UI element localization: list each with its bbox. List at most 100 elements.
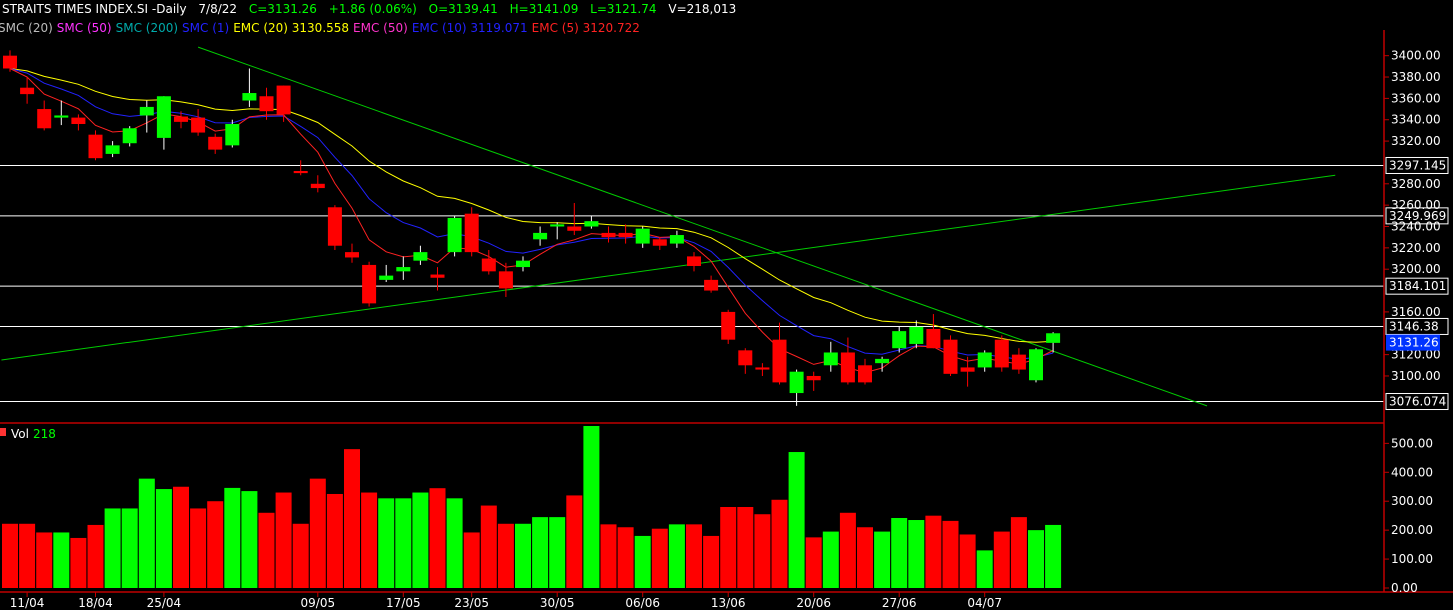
candle-down[interactable] [498,271,513,289]
candle-down[interactable] [481,258,496,272]
volume-bar[interactable] [19,523,36,588]
candle-down[interactable] [755,367,770,370]
candle-down[interactable] [345,252,359,258]
volume-bar[interactable] [2,523,18,588]
candle-down[interactable] [994,339,1009,368]
volume-bar[interactable] [224,487,241,588]
candle-down[interactable] [20,87,35,95]
volume-bar[interactable] [173,486,189,588]
candle-up[interactable] [105,145,120,154]
candle-up[interactable] [379,275,394,280]
volume-bar[interactable] [771,499,788,588]
volume-bar[interactable] [737,507,754,588]
volume-bar[interactable] [309,478,326,588]
volume-bar[interactable] [515,523,531,588]
candle-down[interactable] [772,339,787,383]
candle-up[interactable] [139,106,154,116]
candle-up[interactable] [1029,349,1043,381]
candle-down[interactable] [37,109,52,129]
candle-up[interactable] [977,352,992,368]
volume-bar[interactable] [600,524,617,588]
volume-bar[interactable] [754,514,771,588]
candle-up[interactable] [789,371,804,394]
volume-bar[interactable] [549,517,566,588]
candle-down[interactable] [71,117,86,125]
candle-down[interactable] [174,116,188,122]
candle-up[interactable] [413,252,428,261]
candle-up[interactable] [892,331,907,349]
candle-down[interactable] [88,134,103,159]
volume-bar[interactable] [959,534,976,588]
volume-bar[interactable] [104,508,121,588]
candle-up[interactable] [533,232,548,240]
candle-down[interactable] [362,264,377,304]
candle-up[interactable] [396,267,411,272]
candle-down[interactable] [687,256,701,267]
volume-bar[interactable] [788,452,805,588]
volume-bars[interactable] [2,426,1062,588]
volume-bar[interactable] [361,492,378,588]
volume-bar[interactable] [497,523,514,588]
candle-up[interactable] [156,96,171,138]
candle-down[interactable] [464,213,479,253]
volume-bar[interactable] [720,507,737,588]
candle-up[interactable] [1046,333,1061,343]
volume-bar[interactable] [857,527,873,588]
candle-down[interactable] [601,232,616,238]
volume-bar[interactable] [617,527,634,588]
candle-up[interactable] [122,128,137,144]
candle-down[interactable] [618,232,633,238]
volume-bar[interactable] [686,524,702,588]
candle-down[interactable] [943,339,958,374]
volume-bar[interactable] [480,505,497,588]
volume-bar[interactable] [874,531,891,588]
volume-bar[interactable] [446,498,463,588]
volume-bar[interactable] [908,520,925,588]
volume-bar[interactable] [395,498,412,588]
volume-bar[interactable] [583,426,600,588]
candle-up[interactable] [669,235,684,244]
volume-bar[interactable] [463,532,480,588]
volume-bar[interactable] [976,550,993,588]
volume-bar[interactable] [344,449,360,588]
volume-bar[interactable] [532,517,549,588]
candle-up[interactable] [875,358,890,364]
volume-bar[interactable] [138,478,155,588]
candle-down[interactable] [960,367,975,372]
volume-bar[interactable] [651,528,668,588]
volume-bar[interactable] [703,535,720,588]
volume-bar[interactable] [53,532,70,588]
candle-down[interactable] [704,279,719,291]
candle-down[interactable] [738,350,753,366]
volume-bar[interactable] [634,535,651,588]
volume-bar[interactable] [207,501,224,588]
candle-up[interactable] [54,115,69,118]
volume-bar[interactable] [155,489,172,588]
candle-down[interactable] [276,85,291,115]
candle-up[interactable] [242,93,257,101]
candle-down[interactable] [327,207,342,246]
volume-bar[interactable] [668,524,685,588]
volume-bar[interactable] [942,520,959,588]
candle-down[interactable] [3,55,17,69]
candle-down[interactable] [926,328,941,349]
volume-bar[interactable] [429,488,446,588]
candle-down[interactable] [840,352,855,383]
volume-bar[interactable] [839,512,856,588]
volume-bar[interactable] [1028,530,1044,588]
volume-bar[interactable] [36,532,53,588]
volume-bar[interactable] [378,498,395,588]
candle-down[interactable] [652,239,667,246]
candle-up[interactable] [584,221,599,227]
volume-bar[interactable] [241,491,258,588]
volume-bar[interactable] [275,492,292,588]
volume-bar[interactable] [566,495,583,588]
candle-down[interactable] [310,183,325,189]
volume-bar[interactable] [258,512,275,588]
volume-bar[interactable] [925,515,942,588]
candle-down[interactable] [293,170,308,174]
volume-bar[interactable] [822,531,839,588]
candle-up[interactable] [447,217,462,253]
candle-up[interactable] [909,326,924,344]
